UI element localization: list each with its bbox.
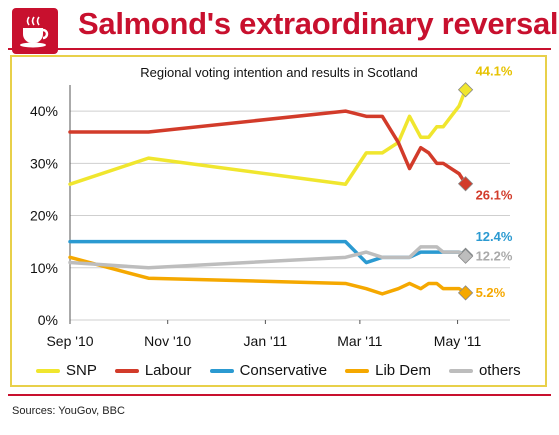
end-marker-lib-dem <box>457 285 474 301</box>
series-line-labour <box>68 109 468 186</box>
end-marker-labour <box>457 176 474 192</box>
legend-label: Labour <box>144 362 192 379</box>
legend-swatch <box>345 368 370 373</box>
page-title: Salmond's extraordinary reversal <box>78 6 559 41</box>
chart-legend: SNP Labour Conservative Lib Dem others <box>36 362 521 379</box>
legend-label: Conservative <box>239 362 328 379</box>
end-data-label: 12.2% <box>476 248 513 263</box>
chart-subtitle: Regional voting intention and results in… <box>140 65 418 80</box>
end-data-label: 44.1% <box>476 64 513 79</box>
y-tick-label: 40% <box>30 103 58 119</box>
y-tick-label: 20% <box>30 208 58 224</box>
footer-divider <box>8 394 551 396</box>
legend-item-labour: Labour <box>114 362 192 379</box>
end-marker-others <box>457 248 474 264</box>
x-tick-label: Mar '11 <box>337 333 382 349</box>
legend-label: others <box>478 362 521 379</box>
legend-swatch <box>209 368 234 373</box>
x-tick-label: Jan '11 <box>244 333 288 349</box>
end-data-label: 26.1% <box>476 188 513 203</box>
x-tick-label: May '11 <box>434 333 482 349</box>
series-line-snp <box>68 87 468 186</box>
y-tick-label: 30% <box>30 155 58 171</box>
legend-swatch <box>36 368 60 373</box>
end-data-label: 5.2% <box>476 285 506 300</box>
header-divider <box>8 48 551 50</box>
legend-swatch <box>448 368 473 373</box>
y-tick-label: 10% <box>30 260 58 276</box>
legend-label: Lib Dem <box>375 362 431 379</box>
legend-item-snp: SNP <box>36 362 97 379</box>
series-line-lib-dem <box>68 255 468 296</box>
legend-label: SNP <box>66 362 97 379</box>
end-marker-snp <box>457 82 474 98</box>
legend-item-others: others <box>448 362 521 379</box>
x-tick-label: Sep '10 <box>46 333 93 349</box>
series-line-others <box>68 245 468 270</box>
legend-item-conservative: Conservative <box>209 362 328 379</box>
legend-item-lib-dem: Lib Dem <box>345 362 431 379</box>
legend-swatch <box>114 368 139 373</box>
source-note: Sources: YouGov, BBC <box>12 405 125 417</box>
line-chart: Regional voting intention and results in… <box>30 64 513 349</box>
series-line-conservative <box>68 239 468 265</box>
teacup-logo-icon <box>12 8 58 54</box>
x-tick-label: Nov '10 <box>144 333 191 349</box>
chart-frame <box>10 55 547 387</box>
y-tick-label: 0% <box>38 312 58 328</box>
end-data-label: 12.4% <box>476 229 513 244</box>
